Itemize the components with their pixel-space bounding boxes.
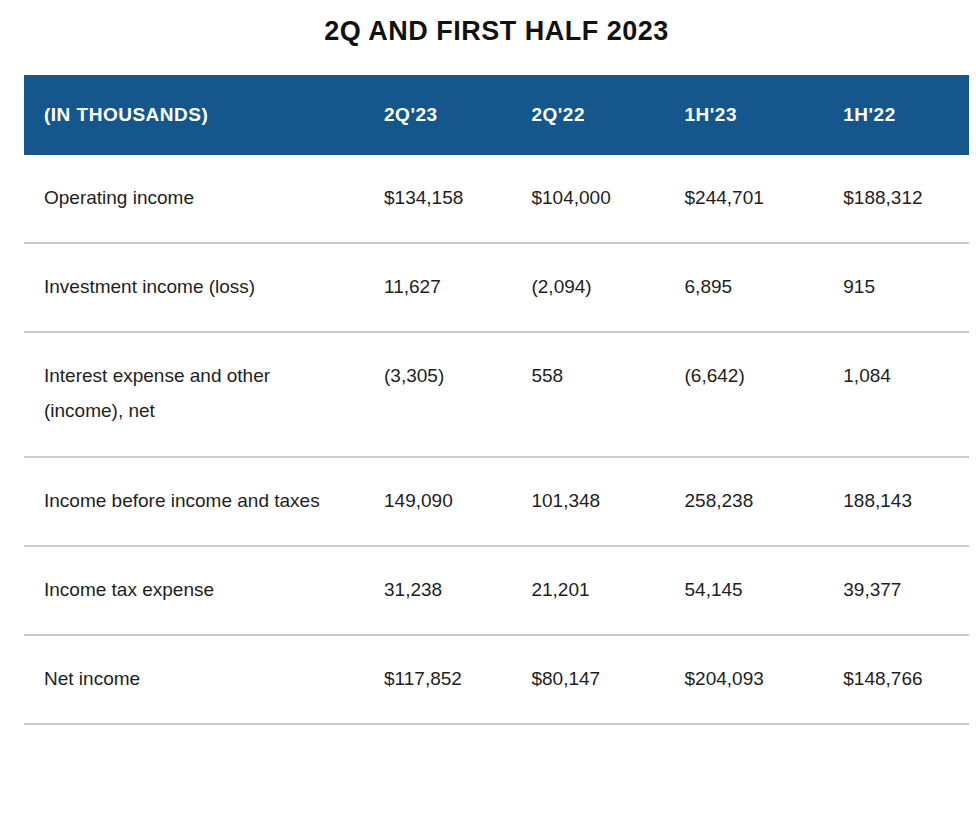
row-label: Net income — [24, 635, 384, 724]
table-row-income-before-taxes: Income before income and taxes 149,090 1… — [24, 457, 969, 546]
column-header-1h22: 1H'22 — [843, 75, 969, 155]
cell-value: $104,000 — [531, 155, 684, 243]
row-label: Investment income (loss) — [24, 243, 384, 332]
cell-value: $80,147 — [531, 635, 684, 724]
column-header-2q23: 2Q'23 — [384, 75, 531, 155]
cell-value: 915 — [843, 243, 969, 332]
table-row-income-tax-expense: Income tax expense 31,238 21,201 54,145 … — [24, 546, 969, 635]
cell-value: 6,895 — [685, 243, 844, 332]
table-header-row: (IN THOUSANDS) 2Q'23 2Q'22 1H'23 1H'22 — [24, 75, 969, 155]
row-label: Income tax expense — [24, 546, 384, 635]
cell-value: 1,084 — [843, 332, 969, 456]
cell-value: 558 — [531, 332, 684, 456]
cell-value: $204,093 — [685, 635, 844, 724]
cell-value: $134,158 — [384, 155, 531, 243]
cell-value: 188,143 — [843, 457, 969, 546]
cell-value: 11,627 — [384, 243, 531, 332]
column-header-in-thousands: (IN THOUSANDS) — [24, 75, 384, 155]
table-row-net-income: Net income $117,852 $80,147 $204,093 $14… — [24, 635, 969, 724]
column-header-1h23: 1H'23 — [685, 75, 844, 155]
cell-value: 149,090 — [384, 457, 531, 546]
column-header-2q22: 2Q'22 — [531, 75, 684, 155]
cell-value: 54,145 — [685, 546, 844, 635]
row-label: Operating income — [24, 155, 384, 243]
cell-value: (2,094) — [531, 243, 684, 332]
cell-value: $244,701 — [685, 155, 844, 243]
cell-value: 31,238 — [384, 546, 531, 635]
cell-value: 21,201 — [531, 546, 684, 635]
row-label: Income before income and taxes — [24, 457, 384, 546]
page-title: 2Q AND FIRST HALF 2023 — [24, 16, 969, 47]
page: 2Q AND FIRST HALF 2023 (IN THOUSANDS) 2Q… — [0, 0, 976, 817]
cell-value: 258,238 — [685, 457, 844, 546]
table-row-operating-income: Operating income $134,158 $104,000 $244,… — [24, 155, 969, 243]
cell-value: $148,766 — [843, 635, 969, 724]
cell-value: $117,852 — [384, 635, 531, 724]
cell-value: (6,642) — [685, 332, 844, 456]
cell-value: (3,305) — [384, 332, 531, 456]
cell-value: $188,312 — [843, 155, 969, 243]
financial-results-table: (IN THOUSANDS) 2Q'23 2Q'22 1H'23 1H'22 O… — [24, 75, 969, 725]
cell-value: 101,348 — [531, 457, 684, 546]
table-row-investment-income: Investment income (loss) 11,627 (2,094) … — [24, 243, 969, 332]
row-label: Interest expense and other (income), net — [24, 332, 384, 456]
cell-value: 39,377 — [843, 546, 969, 635]
table-row-interest-expense: Interest expense and other (income), net… — [24, 332, 969, 456]
